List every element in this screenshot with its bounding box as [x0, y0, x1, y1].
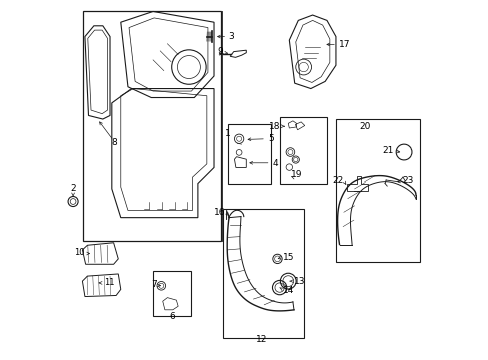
Text: 10: 10	[74, 248, 85, 257]
Text: 12: 12	[256, 335, 267, 344]
Text: 18: 18	[268, 122, 280, 131]
Text: 4: 4	[272, 159, 278, 168]
Text: 5: 5	[267, 134, 273, 143]
Text: 2: 2	[70, 184, 76, 193]
Text: 8: 8	[112, 138, 117, 147]
Text: 16: 16	[214, 208, 225, 217]
Text: 15: 15	[282, 253, 294, 262]
Text: 21: 21	[382, 146, 393, 155]
Text: 3: 3	[228, 32, 234, 41]
Text: 1: 1	[224, 129, 230, 138]
Text: 9: 9	[217, 48, 223, 57]
Text: 17: 17	[338, 40, 349, 49]
Text: 13: 13	[293, 277, 305, 286]
Text: 20: 20	[358, 122, 369, 131]
Text: 6: 6	[169, 312, 175, 321]
Text: 22: 22	[331, 176, 343, 185]
Text: 23: 23	[402, 176, 413, 185]
Text: 14: 14	[283, 285, 294, 294]
Text: 19: 19	[290, 170, 302, 179]
Text: 7: 7	[151, 280, 156, 289]
Text: 11: 11	[104, 278, 114, 287]
